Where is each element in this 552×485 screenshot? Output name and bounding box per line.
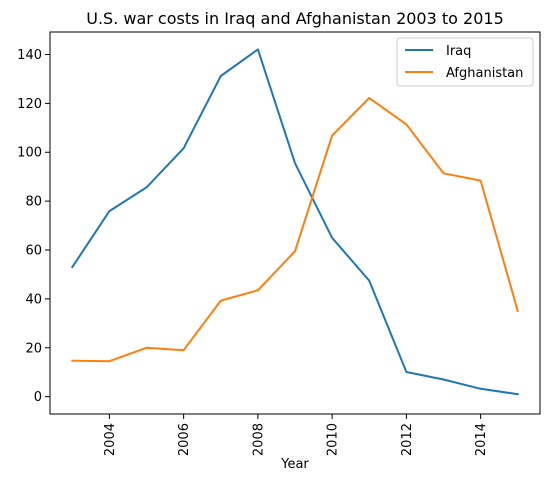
legend-label-afghanistan: Afghanistan (446, 66, 523, 81)
y-tick-label: 140 (17, 48, 42, 63)
x-axis-label: Year (280, 457, 309, 472)
y-tick-label: 120 (17, 97, 42, 112)
y-tick-label: 20 (25, 341, 42, 356)
x-axis: 2004 2006 2008 2010 2012 2014 (103, 414, 489, 456)
plot-area (49, 31, 541, 415)
chart-title: U.S. war costs in Iraq and Afghanistan 2… (86, 9, 504, 28)
series-layer (70, 48, 519, 396)
series-line-afghanistan (71, 97, 519, 363)
plot-frame (49, 31, 541, 415)
x-tick-label: 2014 (474, 423, 489, 456)
x-tick-label: 2004 (103, 423, 118, 456)
x-tick-label: 2012 (400, 423, 415, 456)
y-axis: 0 20 40 60 80 100 120 140 (17, 48, 50, 405)
x-tick-label: 2010 (326, 423, 341, 456)
y-tick-label: 0 (34, 390, 42, 405)
y-tick-label: 100 (17, 146, 42, 161)
x-tick-label: 2006 (177, 423, 192, 456)
plot-background (50, 32, 540, 414)
legend: Iraq Afghanistan (396, 37, 534, 87)
x-tick-label: 2008 (251, 423, 266, 456)
y-tick-label: 40 (25, 292, 42, 307)
y-tick-label: 80 (25, 195, 42, 210)
series-line-iraq (70, 48, 519, 396)
y-tick-label: 60 (25, 244, 42, 259)
legend-label-iraq: Iraq (446, 44, 471, 59)
